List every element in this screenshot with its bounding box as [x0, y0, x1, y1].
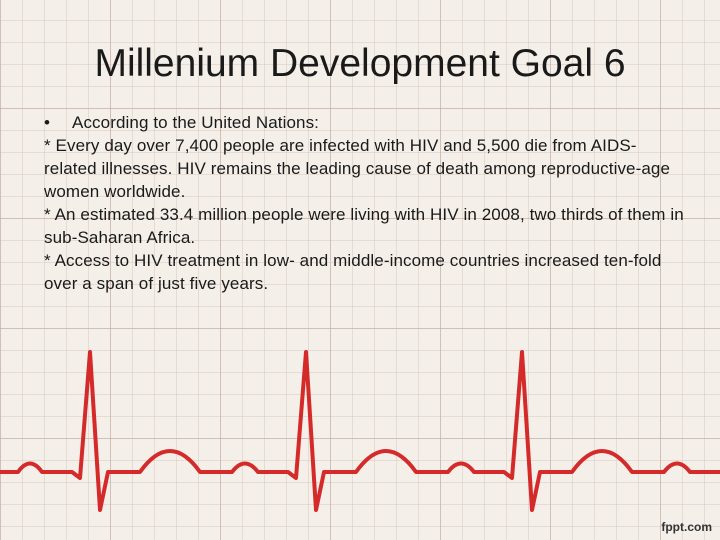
bullet-item: • According to the United Nations: [44, 111, 694, 134]
watermark: fppt.com [661, 520, 712, 534]
bullet: • [44, 113, 51, 132]
body-text: • According to the United Nations: * Ever… [44, 111, 694, 295]
paragraph: * An estimated 33.4 million people were … [44, 205, 684, 247]
paragraph: * Access to HIV treatment in low- and mi… [44, 251, 662, 293]
title: Millenium Development Goal 6 [94, 42, 626, 85]
paragraph: According to the United Nations: [72, 113, 320, 132]
ecg-trace [0, 350, 720, 512]
paragraph: * Every day over 7,400 people are infect… [44, 136, 671, 201]
